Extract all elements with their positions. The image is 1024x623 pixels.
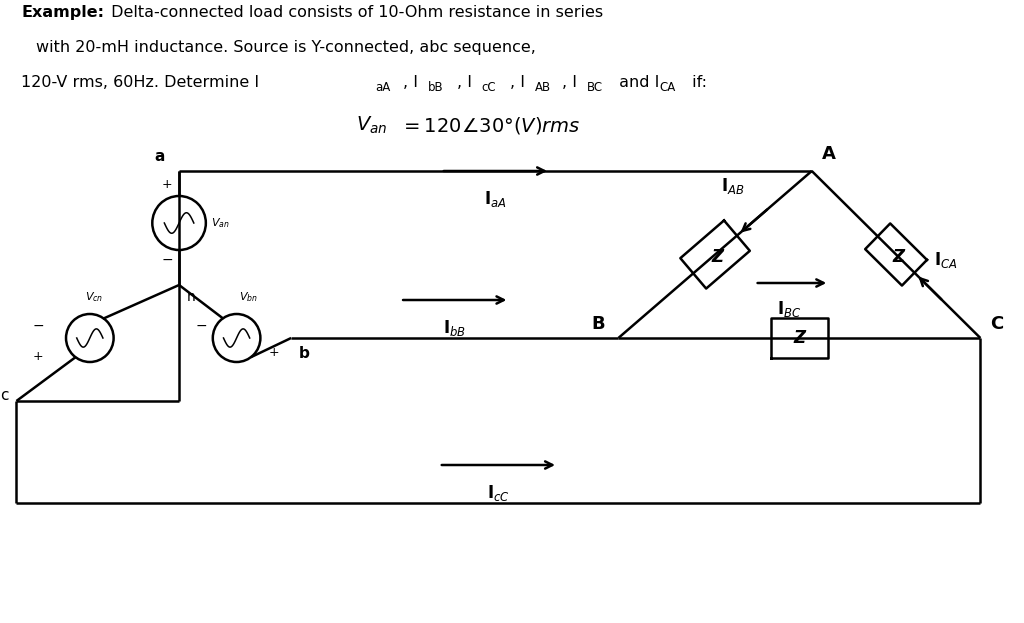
Text: cC: cC bbox=[481, 81, 497, 94]
Text: +: + bbox=[33, 350, 44, 363]
Text: aA: aA bbox=[376, 81, 391, 94]
Text: $V_{bn}$: $V_{bn}$ bbox=[239, 290, 257, 304]
Text: $\mathbf{I}_{AB}$: $\mathbf{I}_{AB}$ bbox=[721, 176, 744, 196]
Text: +: + bbox=[162, 178, 172, 191]
Text: −: − bbox=[162, 253, 173, 267]
Text: $V_{an}$: $V_{an}$ bbox=[211, 216, 229, 230]
Text: bB: bB bbox=[428, 81, 443, 94]
Text: $\mathbf{I}_{bB}$: $\mathbf{I}_{bB}$ bbox=[443, 318, 466, 338]
Text: B: B bbox=[591, 315, 604, 333]
Text: $\mathbf{I}_{CA}$: $\mathbf{I}_{CA}$ bbox=[934, 250, 957, 270]
Text: 120-V rms, 60Hz. Determine I: 120-V rms, 60Hz. Determine I bbox=[22, 75, 259, 90]
Text: b: b bbox=[299, 346, 310, 361]
Text: Delta-connected load consists of 10-Ohm resistance in series: Delta-connected load consists of 10-Ohm … bbox=[105, 5, 603, 20]
Text: $\mathbf{I}_{BC}$: $\mathbf{I}_{BC}$ bbox=[777, 299, 802, 319]
Text: Z: Z bbox=[711, 247, 723, 265]
Text: , I: , I bbox=[403, 75, 418, 90]
Text: and I: and I bbox=[614, 75, 659, 90]
Text: A: A bbox=[821, 145, 836, 163]
Text: c: c bbox=[0, 389, 8, 404]
Text: $\mathit{V}_{an}$: $\mathit{V}_{an}$ bbox=[355, 115, 387, 136]
Text: , I: , I bbox=[457, 75, 472, 90]
Text: $V_{cn}$: $V_{cn}$ bbox=[85, 290, 103, 304]
Text: n: n bbox=[187, 290, 196, 304]
Text: $\mathbf{I}_{cC}$: $\mathbf{I}_{cC}$ bbox=[487, 483, 510, 503]
Text: , I: , I bbox=[562, 75, 577, 90]
Text: a: a bbox=[155, 149, 165, 164]
Text: C: C bbox=[990, 315, 1004, 333]
Text: Z: Z bbox=[892, 247, 904, 265]
Text: $\mathit{= 120\angle30°(V)rms}$: $\mathit{= 120\angle30°(V)rms}$ bbox=[400, 115, 581, 136]
Text: $\mathbf{I}_{aA}$: $\mathbf{I}_{aA}$ bbox=[484, 189, 507, 209]
Text: Z: Z bbox=[794, 329, 806, 347]
Text: AB: AB bbox=[536, 81, 551, 94]
Text: −: − bbox=[33, 319, 44, 333]
Text: with 20-mH inductance. Source is Y-connected, abc sequence,: with 20-mH inductance. Source is Y-conne… bbox=[36, 40, 537, 55]
Text: −: − bbox=[196, 319, 207, 333]
Text: , I: , I bbox=[510, 75, 525, 90]
Text: +: + bbox=[269, 346, 280, 358]
Text: Example:: Example: bbox=[22, 5, 104, 20]
Text: CA: CA bbox=[659, 81, 675, 94]
Text: if:: if: bbox=[687, 75, 707, 90]
Text: BC: BC bbox=[587, 81, 603, 94]
